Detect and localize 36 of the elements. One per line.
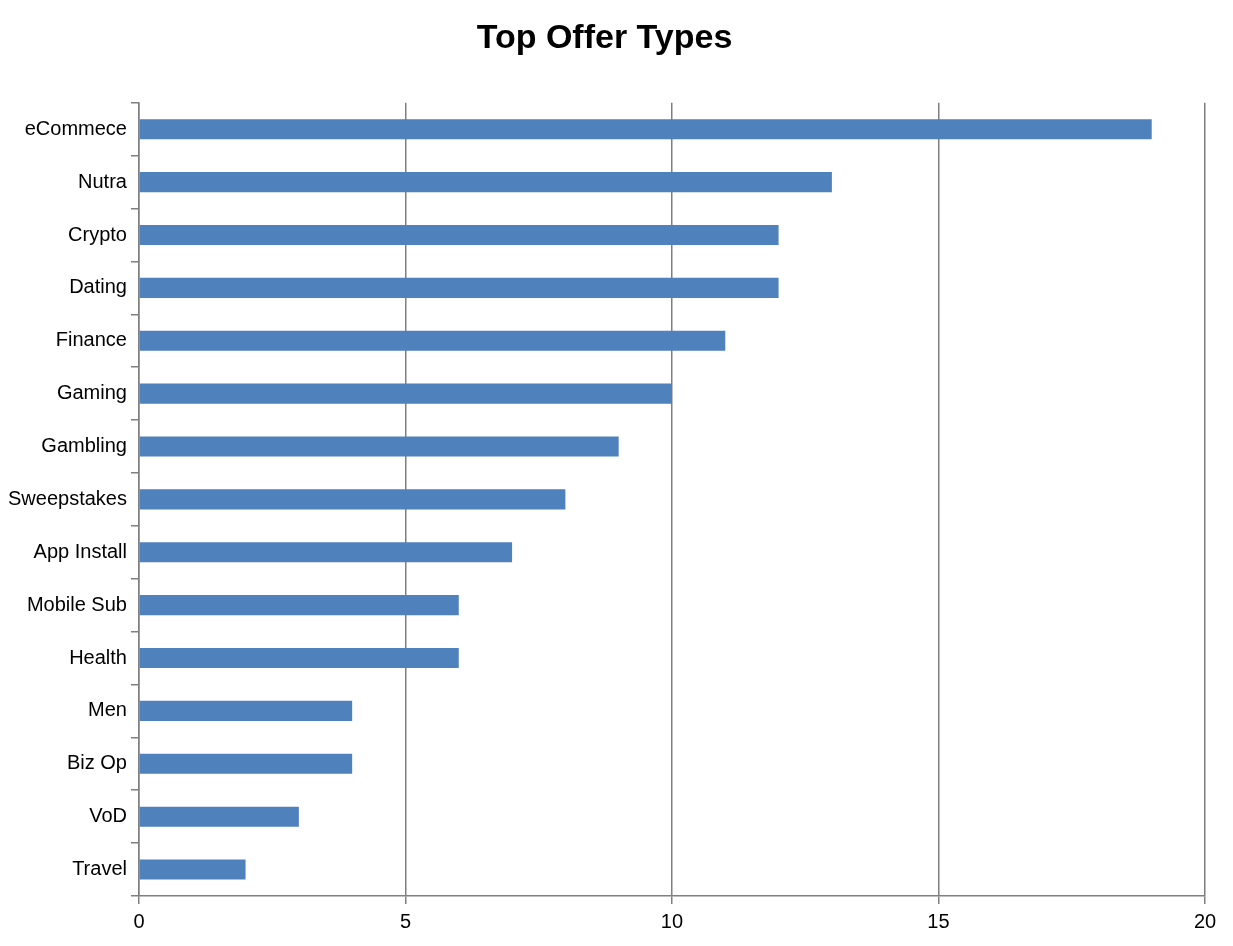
bar <box>139 436 619 457</box>
y-tick-label: Mobile Sub <box>26 592 127 615</box>
bar <box>139 647 459 669</box>
y-tick-label: Finance <box>55 328 127 351</box>
bar <box>139 753 353 774</box>
bar <box>139 489 566 510</box>
bar <box>139 172 832 193</box>
bar <box>139 806 299 827</box>
bar <box>139 542 513 563</box>
x-tick-label: 5 <box>399 909 412 932</box>
y-tick-label: Health <box>69 645 127 668</box>
bar <box>139 595 459 616</box>
y-tick-label: VoD <box>89 804 127 827</box>
bar <box>139 119 1152 140</box>
bar <box>139 277 779 298</box>
bar <box>139 859 246 880</box>
bar <box>139 383 672 404</box>
y-tick-label: Crypto <box>68 222 127 245</box>
y-tick-label: Sweepstakes <box>7 486 127 509</box>
y-tick-label: eCommece <box>24 116 127 139</box>
y-tick-label: Biz Op <box>66 751 127 774</box>
x-tick-label: 20 <box>1193 909 1217 932</box>
bar <box>139 700 353 721</box>
y-tick-label: Gambling <box>41 434 127 457</box>
chart-title: Top Offer Types <box>476 16 733 55</box>
y-tick-label: Travel <box>72 857 127 880</box>
bar <box>139 224 779 246</box>
y-tick-label: Dating <box>69 275 127 298</box>
y-tick-label: App Install <box>33 539 127 562</box>
x-tick-label: 10 <box>660 909 684 932</box>
y-tick-label: Men <box>88 698 127 721</box>
x-tick-label: 0 <box>133 909 145 932</box>
y-tick-label: Gaming <box>56 381 127 404</box>
x-tick-label: 15 <box>927 909 950 932</box>
bar <box>139 330 726 351</box>
y-tick-label: Nutra <box>78 169 128 192</box>
